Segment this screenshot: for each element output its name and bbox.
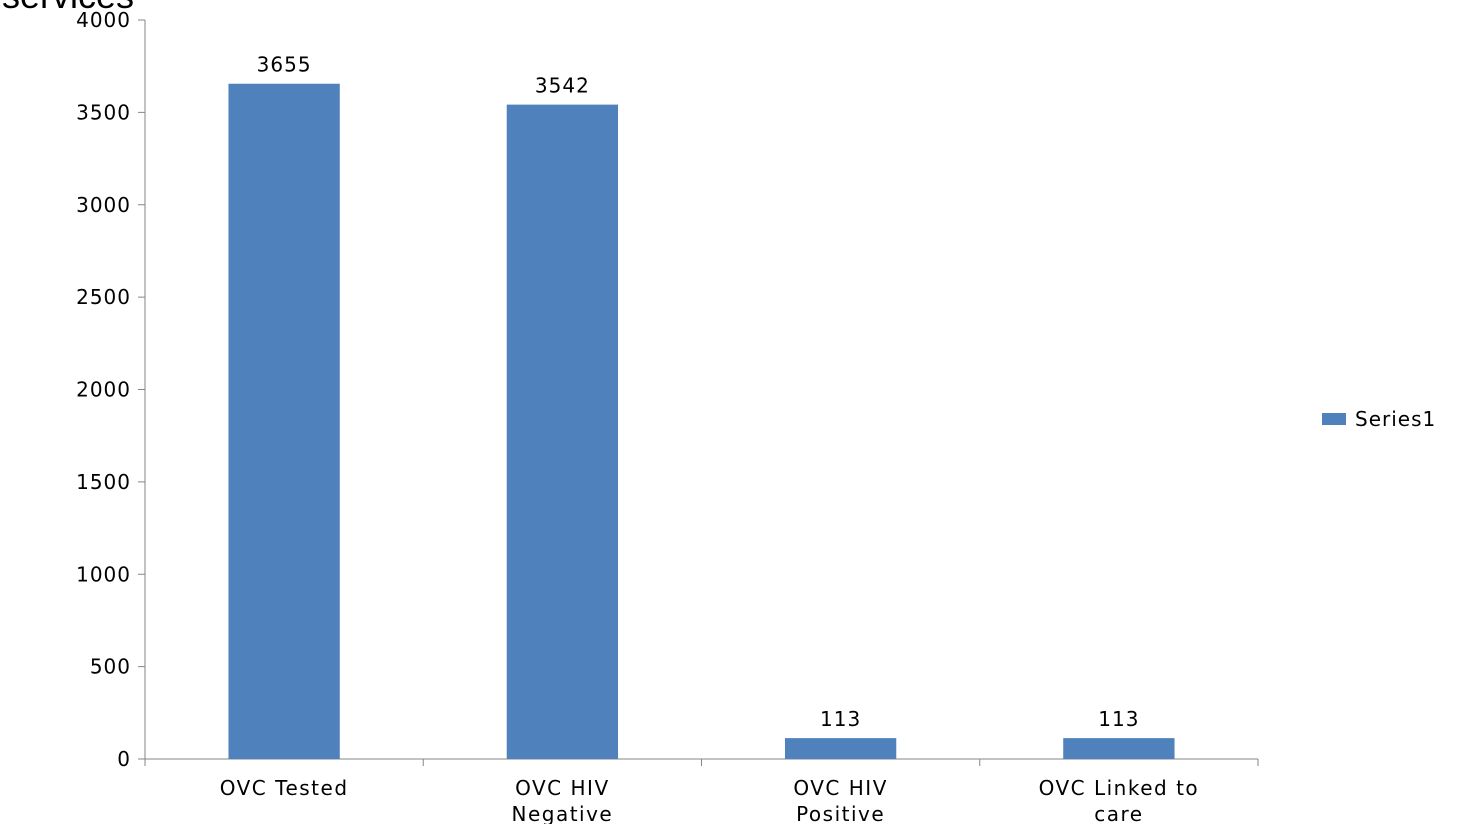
x-tick-label-line: OVC HIV [515, 776, 610, 800]
data-label: 113 [1098, 707, 1139, 731]
y-tick-label: 2500 [76, 285, 131, 309]
x-tick-label-line: OVC Tested [220, 776, 349, 800]
y-tick-label: 3000 [76, 193, 131, 217]
x-tick-label: OVC HIV Positive [793, 776, 888, 824]
x-tick-label: OVC Linked to care [1039, 776, 1200, 824]
y-tick-label: 2000 [76, 378, 131, 402]
bar [1063, 738, 1175, 759]
data-label: 3655 [257, 53, 312, 77]
bar [228, 83, 340, 759]
x-tick-label-line: care [1094, 802, 1143, 824]
chart-title: services [2, 0, 134, 14]
legend-label: Series1 [1355, 407, 1436, 431]
y-tick-label: 0 [117, 747, 131, 771]
x-tick-label-line: OVC Linked to [1039, 776, 1200, 800]
x-tick-label-line: Negative [511, 802, 613, 824]
bar [506, 104, 619, 760]
x-tick-label-line: Positive [796, 802, 885, 824]
y-tick-label: 500 [90, 655, 131, 679]
x-tick-label-line: OVC HIV [793, 776, 888, 800]
y-tick-label: 3500 [76, 100, 131, 124]
y-tick-label: 4000 [76, 8, 131, 32]
bar [784, 738, 897, 759]
legend-swatch [1322, 413, 1346, 425]
data-label: 3542 [535, 74, 590, 98]
y-tick-label: 1000 [76, 562, 131, 586]
x-tick-label: OVC HIV Negative [511, 776, 613, 824]
x-tick-label: OVC Tested [220, 776, 349, 800]
data-label: 113 [820, 707, 861, 731]
y-tick-label: 1500 [76, 470, 131, 494]
